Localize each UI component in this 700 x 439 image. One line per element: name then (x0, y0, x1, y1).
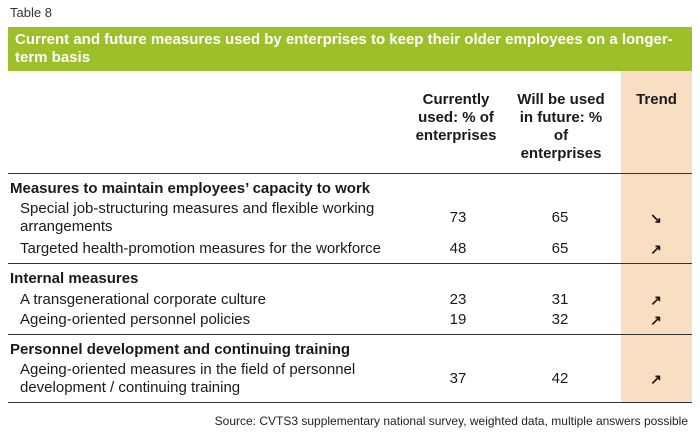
row-current: 23 (449, 291, 467, 308)
table-label: Table 8 (10, 5, 52, 20)
row-future: 65 (551, 209, 569, 226)
row-current: 73 (449, 209, 467, 226)
trend-column-background (621, 71, 692, 402)
header-future: Will be used in future: % of enterprises (517, 91, 605, 162)
section-heading: Personnel development and continuing tra… (10, 341, 351, 358)
title-bar: Current and future measures used by ente… (8, 27, 692, 71)
row-future: 31 (551, 291, 569, 308)
row-label: Ageing-oriented personnel policies (20, 311, 251, 328)
trend-down-icon: ↘ (650, 210, 662, 226)
section-heading: Internal measures (10, 270, 139, 287)
row-future: 42 (551, 370, 569, 387)
divider-header (8, 173, 692, 174)
row-future: 32 (551, 311, 569, 328)
section-heading: Measures to maintain employees’ capacity… (10, 180, 371, 197)
header-trend: Trend (636, 91, 677, 108)
row-label: A transgenerational corporate culture (20, 291, 266, 308)
source-note: Source: CVTS3 supplementary national sur… (214, 414, 688, 428)
row-current: 48 (449, 240, 467, 257)
table-title: Current and future measures used by ente… (15, 31, 673, 66)
row-future: 65 (551, 240, 569, 257)
trend-up-icon: ↗ (650, 312, 662, 328)
row-label: Targeted health-promotion measures for t… (20, 240, 382, 257)
row-label: Special job-structuring measures and fle… (20, 200, 375, 235)
trend-up-icon: ↗ (650, 241, 662, 257)
divider-section (8, 263, 692, 264)
row-current: 37 (449, 370, 467, 387)
divider-bottom (8, 402, 692, 403)
trend-up-icon: ↗ (650, 292, 662, 308)
row-label: Ageing-oriented measures in the field of… (20, 361, 356, 396)
trend-up-icon: ↗ (650, 371, 662, 387)
divider-section (8, 334, 692, 335)
header-current: Currently used: % of enterprises (415, 91, 497, 144)
row-current: 19 (449, 311, 467, 328)
